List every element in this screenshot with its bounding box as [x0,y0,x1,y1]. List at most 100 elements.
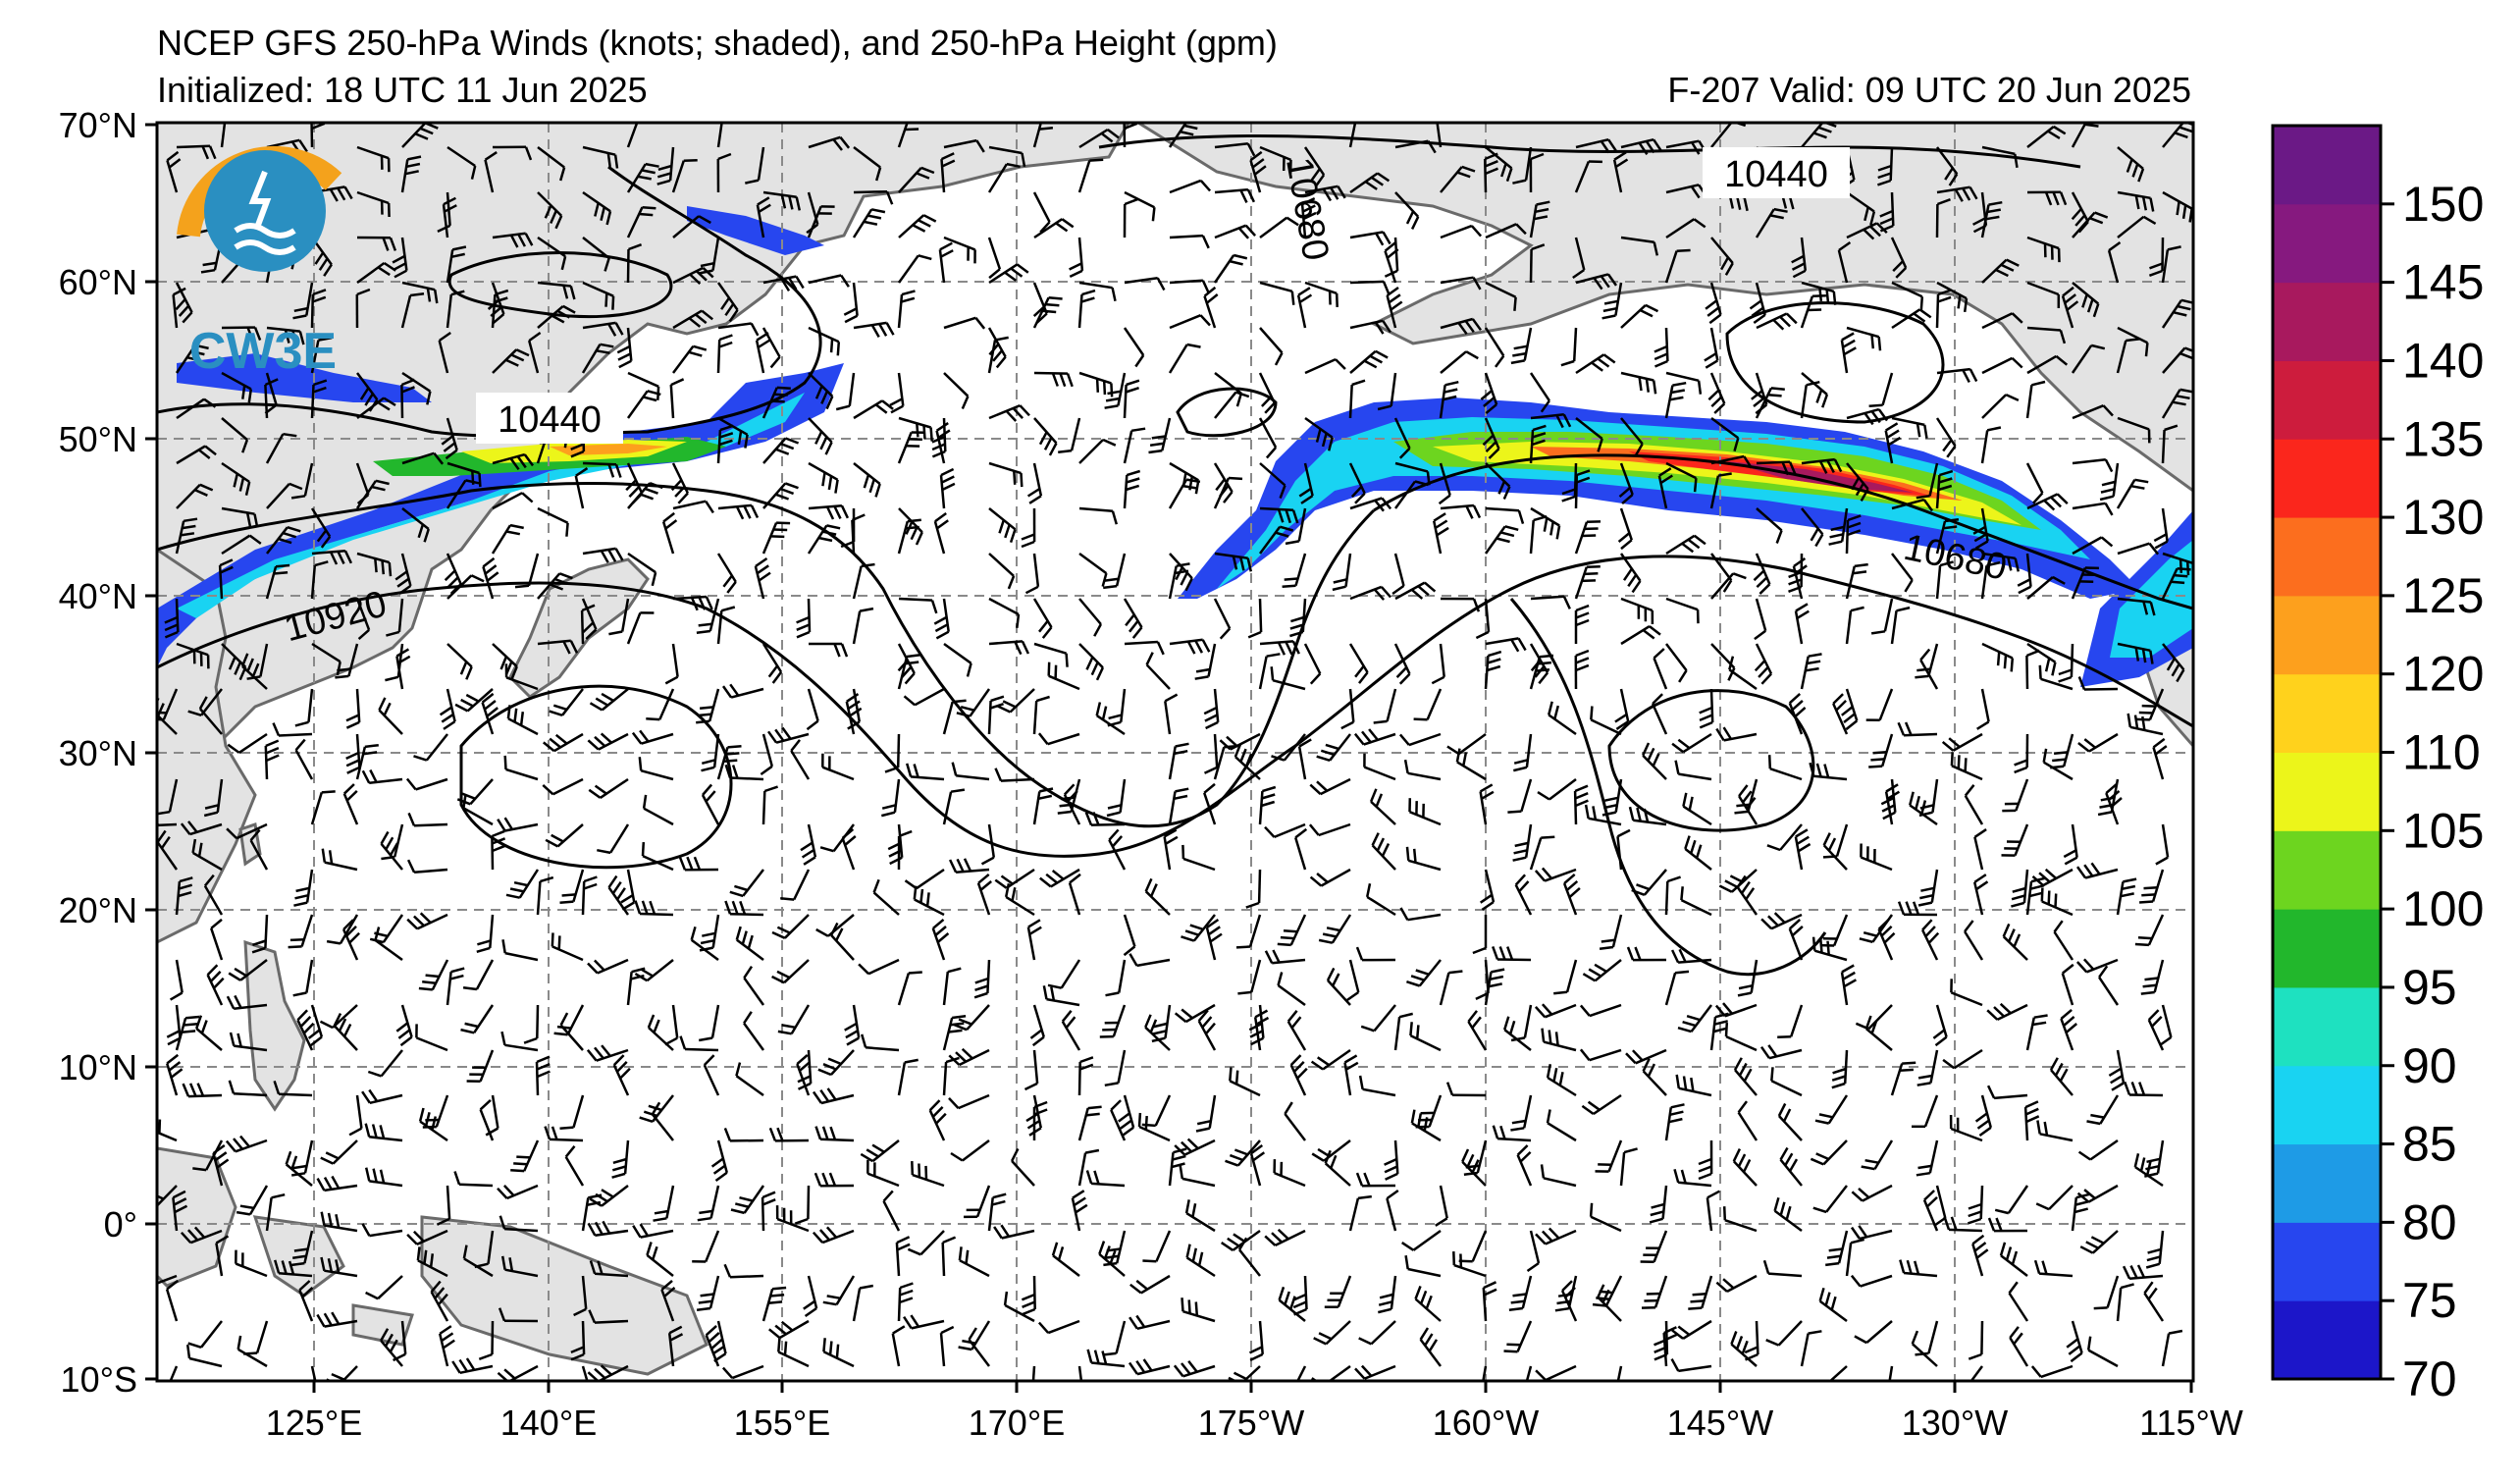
wind-barb [1264,822,1306,839]
wind-barb [1098,1241,1126,1277]
wind-barb [2017,553,2032,595]
wind-barb [1077,1056,1094,1096]
wind-barb [2063,823,2078,866]
wind-barb [462,794,494,826]
wind-barb [679,1035,719,1052]
wind-barb [853,462,881,498]
wind-barb [1620,417,1644,456]
wind-barb [1354,1364,1396,1380]
wind-barb [953,1004,990,1032]
wind-barb [157,1274,178,1285]
wind-barb [1032,598,1053,639]
wind-barb [2008,1281,2029,1322]
wind-barb [880,778,901,818]
wind-barb [809,642,849,658]
wind-barb [1620,625,1661,646]
lon-label: 155°E [734,1403,830,1443]
wind-barb [1104,1049,1127,1087]
wind-barb [976,873,992,916]
wind-barb [265,563,290,600]
axis-ticks [145,123,2193,1393]
wind-barb [716,745,742,780]
wind-barb [1058,417,1081,454]
wind-barb [587,958,629,975]
wind-barb [195,1015,223,1051]
contour-high-east [1607,689,1815,832]
wind-barb [1446,732,1487,756]
wind-barb [1373,688,1397,724]
wind-barb [265,1192,286,1232]
wind-barb [1891,498,1934,512]
wind-barb [1259,462,1286,500]
wind-barb [1911,1330,1938,1367]
wind-barb [2107,240,2122,284]
wind-barb [342,783,359,825]
wind-barb [2162,190,2193,223]
wind-barb [1850,1225,1893,1241]
latitude-labels: 70°N 60°N 50°N 40°N 30°N 20°N 10°N 0° 10… [59,105,137,1400]
jet-far-east-cyan [2110,540,2193,658]
wind-barb [1773,1196,1803,1233]
wind-barb [1259,216,1299,239]
wind-barb [1439,380,1459,419]
wind-barb [1461,1148,1487,1187]
wind-barb [1950,752,1983,781]
wind-barb [1626,946,1667,962]
wind-barb [1845,514,1862,555]
wind-barb [1404,1255,1442,1278]
wind-barb [1343,1054,1359,1096]
wind-barb [1794,603,1810,645]
wind-barb [948,1093,990,1110]
wind-barb [701,783,720,825]
wind-barb [361,1223,403,1238]
wind-barb [812,1087,855,1105]
wind-barb [808,461,839,494]
wind-barb [400,292,425,329]
longitude-labels: 125°E 140°E 155°E 170°E 175°W 160°W 145°… [266,1403,2243,1443]
wind-barb [1078,438,1117,464]
wind-barb [1779,1146,1803,1187]
wind-barb [898,166,935,193]
wind-barb [581,343,614,374]
wind-barb [438,1325,455,1367]
wind-barb [581,1365,589,1381]
wind-barb [2116,877,2137,916]
wind-barb [310,1365,317,1381]
wind-barb [1651,693,1668,735]
wind-barb [310,560,329,600]
wind-barb [631,729,674,745]
wind-barb [1393,480,1429,509]
wind-barb [1868,372,1894,408]
wind-barb [1935,469,1954,509]
wind-barb [800,823,817,866]
wind-barb [1677,1004,1712,1033]
colorbar-swatch [2273,909,2381,988]
wind-barb [1891,416,1928,439]
wind-barb [808,503,850,520]
wind-barb [175,1015,200,1051]
lat-label: 40°N [59,576,137,616]
wind-barb [777,1338,810,1368]
wind-barb [626,390,661,419]
wind-barb [266,526,301,555]
wind-barb [1164,693,1179,735]
wind-barb [1174,1003,1216,1024]
wind-barb [1540,1164,1577,1188]
wind-barb [1068,873,1081,916]
wind-barb [1597,1284,1622,1322]
wind-barb [1406,959,1442,987]
wind-barb [1394,461,1431,486]
wind-barb [1755,207,1788,238]
wind-barb [1237,1237,1261,1277]
wind-barb [436,1185,451,1226]
contour-10440-west [157,165,822,438]
wind-barb [1710,454,1753,469]
wind-barb [2161,424,2179,464]
land-borneo [157,1146,237,1288]
wind-barb [333,1013,358,1051]
wind-barb [1845,1238,1865,1277]
wind-barb [172,1190,188,1232]
wind-barb [667,1325,684,1367]
wind-barb [361,1088,403,1105]
wind-barb [1440,224,1483,239]
